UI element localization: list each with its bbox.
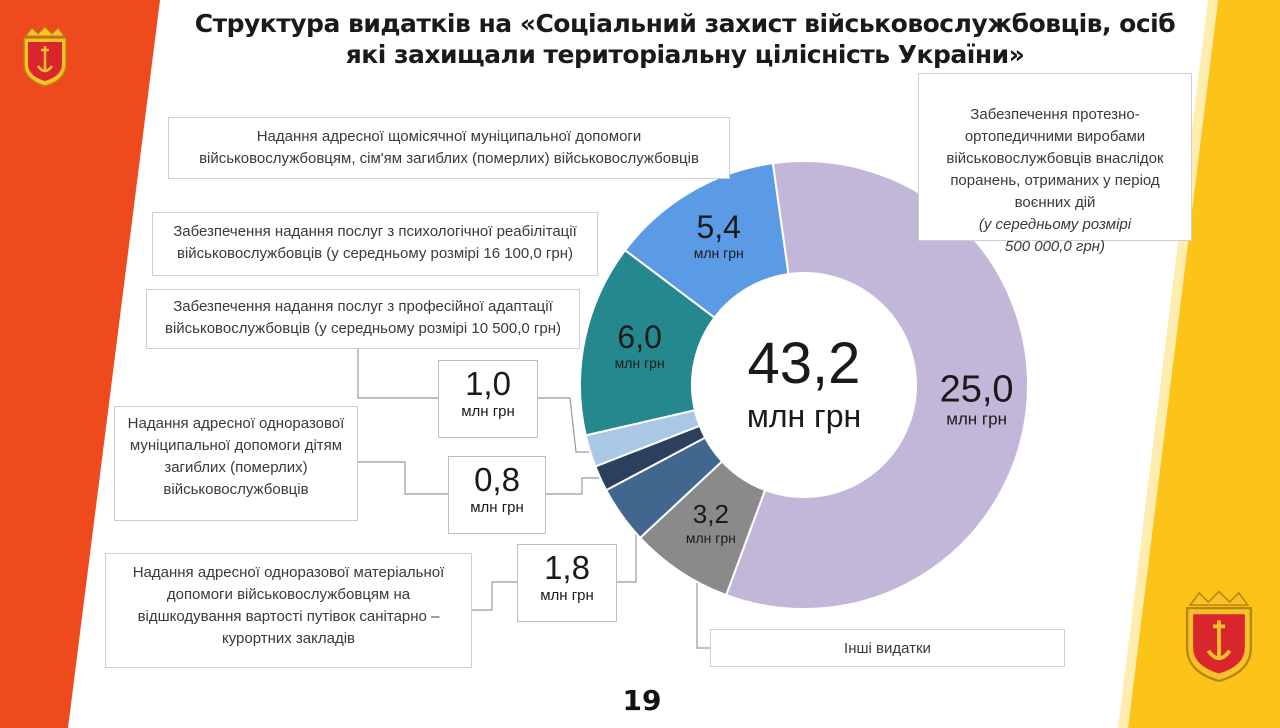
- label-prof-adaptation: Забезпечення надання послуг з професійно…: [146, 289, 580, 349]
- donut-slice-value-5: 6,0: [617, 319, 661, 355]
- label-prosthetic: Забезпечення протезно- ортопедичними вир…: [918, 73, 1192, 255]
- slide-title: Структура видатків на «Соціальний захист…: [194, 9, 1176, 69]
- donut-slice-unit-1: млн грн: [686, 530, 736, 546]
- label-prosthetic-text: Забезпечення протезно- ортопедичними вир…: [946, 106, 1164, 211]
- coat-of-arms-icon-left: [23, 26, 67, 87]
- callout-prof-number: 1,0: [465, 365, 511, 402]
- donut-slice-unit-0: млн грн: [946, 410, 1007, 429]
- leader-line-sanatorium-to-slice: [617, 530, 637, 583]
- leader-line-children-to-slice: [546, 477, 604, 495]
- donut-slice-value-6: 5,4: [696, 209, 740, 245]
- callout-sanatorium-number: 1,8: [544, 549, 590, 586]
- callout-prof-value: 1,0 млн грн: [438, 360, 538, 438]
- label-monthly-aid: Надання адресної щомісячної муніципально…: [168, 117, 730, 179]
- donut-total-value: 43,2: [748, 331, 861, 396]
- right-accent-stripe: [1118, 0, 1218, 728]
- donut-total-unit: млн грн: [747, 398, 861, 434]
- label-sanatorium: Надання адресної одноразової матеріально…: [105, 553, 472, 668]
- leader-line-sanatorium: [472, 581, 517, 611]
- callout-children-value: 0,8 млн грн: [448, 456, 546, 534]
- donut-slice-0: [724, 160, 1029, 610]
- page-number: 19: [622, 684, 662, 717]
- left-orange-band: [0, 0, 160, 728]
- callout-sanatorium-unit: млн грн: [540, 587, 594, 604]
- callout-children-unit: млн грн: [470, 499, 524, 516]
- label-psych-rehab: Забезпечення надання послуг з психологіч…: [152, 212, 598, 276]
- callout-prof-unit: млн грн: [461, 403, 515, 420]
- leader-line-other: [696, 570, 711, 649]
- label-other-expenses: Інші видатки: [710, 629, 1065, 667]
- leader-line-prof: [357, 348, 438, 399]
- donut-slice-value-1: 3,2: [693, 499, 729, 529]
- coat-of-arms-icon-right: [1185, 590, 1253, 683]
- donut-center: [693, 274, 915, 496]
- right-yellow-band: [1128, 0, 1280, 728]
- label-prosthetic-note: (у середньому розмірі 500 000,0 грн): [978, 216, 1132, 255]
- donut-slice-value-0: 25,0: [940, 369, 1014, 411]
- donut-slice-unit-5: млн грн: [615, 355, 665, 371]
- leader-line-prof-to-slice: [538, 397, 592, 453]
- callout-sanatorium-value: 1,8 млн грн: [517, 544, 617, 622]
- label-children-aid: Надання адресної одноразової муніципальн…: [114, 406, 358, 521]
- callout-children-number: 0,8: [474, 461, 520, 498]
- donut-slice-6: [623, 162, 790, 319]
- donut-slice-unit-6: млн грн: [694, 245, 744, 261]
- leader-line-children: [358, 461, 448, 495]
